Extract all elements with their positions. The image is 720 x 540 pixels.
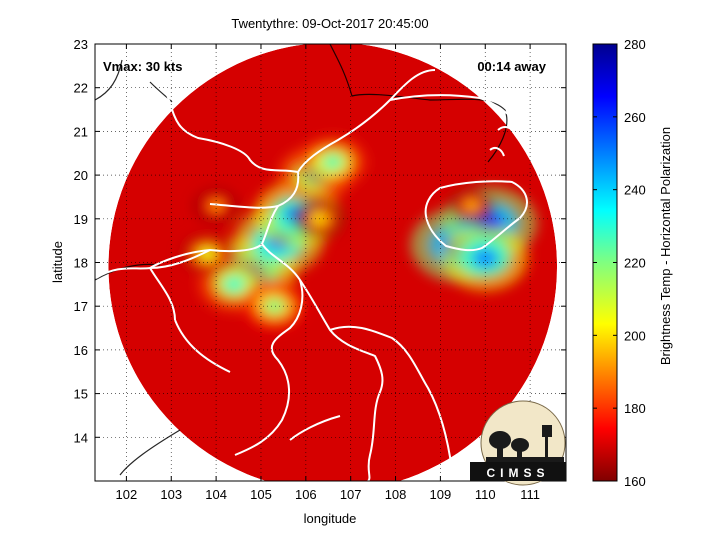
- x-tick-label: 104: [205, 487, 227, 502]
- colorbar-tick-label: 260: [624, 110, 646, 125]
- chart-title: Twentythre: 09-Oct-2017 20:45:00: [231, 16, 428, 31]
- colorbar-tick-label: 240: [624, 183, 646, 198]
- colorbar-label: Brightness Temp - Horizontal Polarizatio…: [658, 127, 673, 365]
- hotspot-11: [448, 187, 496, 224]
- colorbar-tick-label: 200: [624, 328, 646, 343]
- y-tick-label: 19: [74, 212, 88, 227]
- grid: [95, 44, 566, 481]
- swath-background: [108, 44, 558, 481]
- y-tick-label: 16: [74, 343, 88, 358]
- vmax-label: Vmax: 30 kts: [103, 59, 183, 74]
- colorbar-ticks: 160 180 200 220 240 260 280: [593, 37, 646, 489]
- y-tick-label: 20: [74, 168, 88, 183]
- hotspot-12: [193, 188, 240, 224]
- colorbar: 160 180 200 220 240 260 280 Brightness Temp - …: [592, 37, 673, 489]
- plot-area: 102 103 104 105 106 107 108 109 110 111 14 15 16 17 18…: [74, 37, 567, 502]
- time-away-label: 00:14 away: [477, 59, 546, 74]
- colorbar-tick-label: 220: [624, 256, 646, 271]
- y-axis-label: latitude: [50, 241, 65, 283]
- y-tick-label: 23: [74, 37, 88, 52]
- x-tick-label: 103: [160, 487, 182, 502]
- x-tick-label: 105: [250, 487, 272, 502]
- coastlines-borders: [95, 44, 528, 481]
- colorbar-tick-label: 280: [624, 37, 646, 52]
- axis-ticks: 102 103 104 105 106 107 108 109 110 111 14 15 16 17 18…: [74, 37, 566, 502]
- x-tick-label: 110: [475, 487, 496, 502]
- y-tick-label: 17: [74, 299, 88, 314]
- x-axis-label: longitude: [304, 511, 357, 526]
- x-tick-label: 108: [385, 487, 407, 502]
- hotspot-4: [241, 281, 307, 332]
- y-tick-label: 15: [74, 387, 88, 402]
- cimss-logo: CIMSS: [470, 400, 566, 486]
- hotspot-10: [442, 225, 529, 292]
- x-tick-label: 102: [116, 487, 138, 502]
- x-tick-label: 109: [430, 487, 452, 502]
- x-tick-label: 111: [520, 487, 540, 502]
- colorbar-tick-label: 180: [624, 401, 646, 416]
- y-tick-label: 18: [74, 256, 88, 271]
- y-tick-label: 21: [74, 124, 88, 139]
- y-tick-label: 22: [74, 81, 88, 96]
- colorbar-tick-label: 160: [624, 474, 646, 489]
- cimss-logo-text: CIMSS: [486, 466, 549, 480]
- y-tick-label: 14: [74, 430, 88, 445]
- x-tick-label: 107: [340, 487, 362, 502]
- x-tick-label: 106: [295, 487, 317, 502]
